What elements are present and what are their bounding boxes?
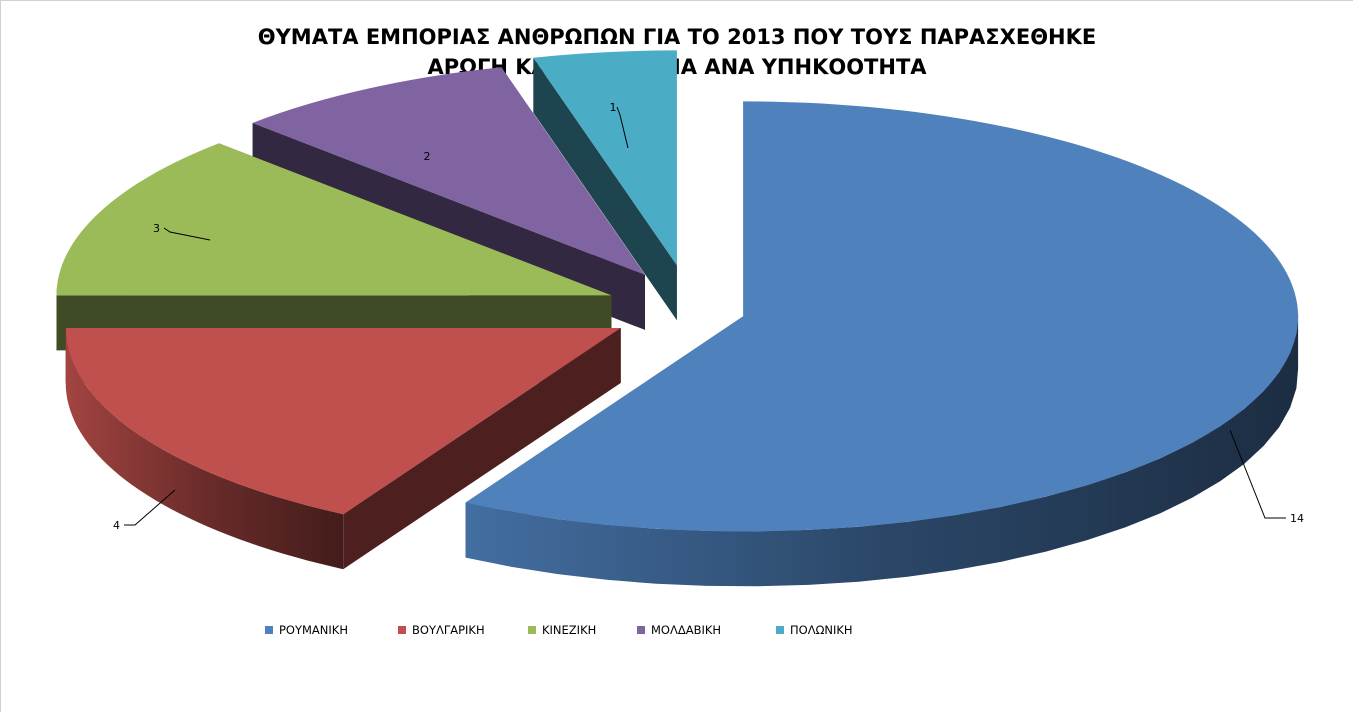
chart-title-line-1: ΘΥΜΑΤΑ ΕΜΠΟΡΙΑΣ ΑΝΘΡΩΠΩΝ ΓΙΑ ΤΟ 2013 ΠΟΥ…	[257, 25, 1097, 49]
legend-label: ΠΟΛΩΝΙΚΗ	[790, 623, 853, 637]
pie-slice-2	[65, 328, 621, 570]
legend-label: ΚΙΝΕΖΙΚΗ	[542, 623, 597, 637]
data-label-4: 2	[424, 150, 431, 163]
data-label-5: 1	[610, 101, 617, 114]
legend-label: ΡΟΥΜΑΝΙΚΗ	[279, 623, 348, 637]
chart-title: ΘΥΜΑΤΑ ΕΜΠΟΡΙΑΣ ΑΝΘΡΩΠΩΝ ΓΙΑ ΤΟ 2013 ΠΟΥ…	[0, 22, 1354, 82]
pie-slice-1	[465, 101, 1299, 587]
legend-label: ΒΟΥΛΓΑΡΙΚΗ	[412, 623, 485, 637]
pie-slice-5	[533, 50, 677, 321]
legend-item-1: ΡΟΥΜΑΝΙΚΗ	[265, 623, 348, 637]
chart-legend: ΡΟΥΜΑΝΙΚΗ ΒΟΥΛΓΑΡΙΚΗ ΚΙΝΕΖΙΚΗ ΜΟΛΔΑΒΙΚΗ ΠΟΛΩ…	[0, 623, 1354, 643]
leader-line-1	[1229, 429, 1286, 519]
legend-swatch	[528, 626, 536, 634]
leader-line-3	[163, 227, 211, 241]
legend-swatch	[398, 626, 406, 634]
legend-label: ΜΟΛΔΑΒΙΚΗ	[651, 623, 722, 637]
legend-swatch	[637, 626, 645, 634]
chart-title-line-2: ΑΡΩΓΗ ΚΑΙ ΠΡΟΣΤΑΣΙΑ ΑΝΑ ΥΠΗΚΟΟΤΗΤΑ	[427, 55, 927, 79]
legend-item-4: ΜΟΛΔΑΒΙΚΗ	[637, 623, 721, 637]
data-label-3: 3	[153, 222, 160, 235]
legend-item-2: ΒΟΥΛΓΑΡΙΚΗ	[398, 623, 485, 637]
leader-line-2	[124, 489, 176, 526]
data-label-1: 14	[1290, 512, 1304, 525]
data-label-2: 4	[113, 519, 120, 532]
legend-swatch	[265, 626, 273, 634]
legend-swatch	[776, 626, 784, 634]
leader-line-5	[616, 106, 629, 149]
legend-item-5: ΠΟΛΩΝΙΚΗ	[776, 623, 853, 637]
legend-item-3: ΚΙΝΕΖΙΚΗ	[528, 623, 596, 637]
